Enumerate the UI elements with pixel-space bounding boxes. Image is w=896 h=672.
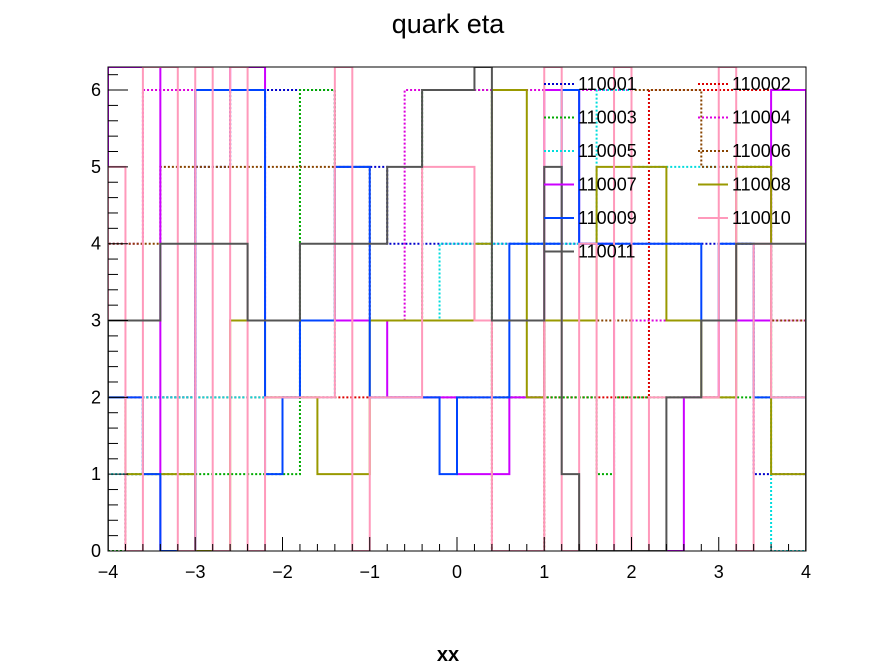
- y-tick-label: 5: [91, 157, 101, 177]
- legend-entry: 110001: [544, 74, 637, 94]
- legend-label: 110008: [732, 175, 791, 195]
- legend-label: 110005: [578, 141, 637, 161]
- legend-label: 110011: [578, 242, 635, 262]
- x-tick-label: −3: [185, 562, 206, 582]
- y-tick-label: 4: [91, 234, 101, 254]
- legend-entry: 110010: [698, 208, 791, 228]
- x-tick-label: −2: [272, 562, 293, 582]
- legend-entry: 110007: [544, 175, 637, 195]
- legend-label: 110007: [578, 175, 637, 195]
- legend-entry: 110008: [698, 175, 791, 195]
- y-tick-label: 6: [91, 80, 101, 100]
- legend-label: 110009: [578, 208, 637, 228]
- legend-entry: 110004: [698, 108, 791, 128]
- x-tick-label: 1: [539, 562, 549, 582]
- series-line-110009: [108, 89, 806, 551]
- y-tick-label: 0: [91, 541, 101, 561]
- y-tick-label: 1: [91, 464, 101, 484]
- legend-entry: 110003: [544, 108, 637, 128]
- legend-label: 110002: [732, 74, 791, 94]
- legend-label: 110001: [578, 74, 637, 94]
- legend-label: 110003: [578, 108, 637, 128]
- legend: 110001 110002 110003 110004 110005 110006 1100…: [544, 74, 791, 262]
- x-tick-label: 0: [452, 562, 462, 582]
- x-tick-label: 3: [714, 562, 724, 582]
- axes-layer: −4 −3 −2 −1 0 1 2 3 4 0 1 2 3 4 5 6: [91, 66, 811, 582]
- chart-title: quark eta: [392, 9, 506, 39]
- legend-label: 110010: [732, 208, 791, 228]
- x-tick-label: −4: [98, 562, 119, 582]
- legend-entry: 110002: [698, 74, 791, 94]
- legend-entry: 110009: [544, 208, 637, 228]
- x-axis-label: xx: [437, 644, 459, 666]
- series-line-110005: [108, 89, 806, 551]
- x-tick-label: 4: [801, 562, 811, 582]
- legend-entry: 110005: [544, 141, 637, 161]
- series-layer: [108, 67, 806, 551]
- legend-entry: 110011: [544, 242, 635, 262]
- y-tick-label: 2: [91, 387, 101, 407]
- legend-label: 110006: [732, 141, 791, 161]
- x-tick-label: 2: [626, 562, 636, 582]
- legend-label: 110004: [732, 108, 791, 128]
- x-tick-label: −1: [359, 562, 380, 582]
- y-tick-label: 3: [91, 311, 101, 331]
- series-line-110011: [108, 67, 806, 551]
- legend-entry: 110006: [698, 141, 791, 161]
